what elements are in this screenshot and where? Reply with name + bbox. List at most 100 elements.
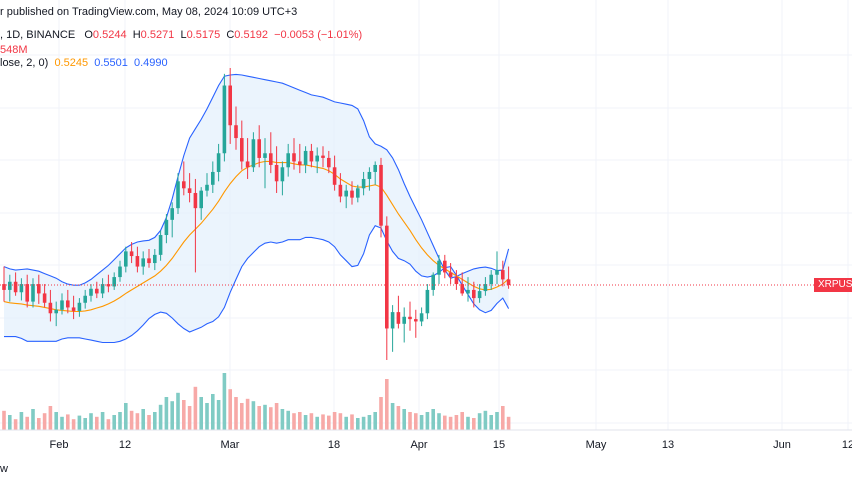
candle-body [37, 284, 41, 294]
volume-bar [147, 415, 151, 430]
volume-bar [106, 419, 111, 430]
volume-bar [141, 409, 145, 430]
volume-bar [472, 418, 476, 430]
candle-body [228, 85, 232, 126]
candle-body [315, 155, 319, 162]
x-tick-label: 15 [492, 439, 506, 451]
candle-body [19, 284, 24, 293]
candle-body [361, 178, 366, 189]
volume-bar [13, 419, 18, 430]
volume-bar [379, 397, 383, 430]
volume-bar [309, 413, 314, 430]
volume-bar [321, 414, 325, 430]
candle-body [147, 258, 151, 264]
volume-bar [280, 409, 285, 430]
volume-bar [222, 373, 227, 430]
volume-bar [199, 397, 203, 430]
candle-body [495, 270, 499, 275]
volume-bar [338, 413, 343, 430]
change-value: −0.0053 (−1.01%) [274, 29, 363, 41]
publish-info: r published on TradingView.com, May 08, … [0, 6, 298, 18]
volume-bar [390, 403, 395, 430]
volume-bar [234, 397, 238, 430]
candle-body [112, 277, 116, 287]
volume-bars [2, 373, 511, 430]
volume-bar [298, 412, 302, 430]
candle-body [135, 256, 140, 267]
candle-body [309, 150, 314, 162]
volume-bar [274, 403, 279, 430]
candle-body [321, 155, 325, 158]
candle-body [501, 270, 505, 280]
volume-bar [164, 397, 169, 430]
candle-body [379, 164, 383, 226]
volume-bar [414, 413, 418, 430]
volume-bar [71, 419, 76, 430]
volume-bar [251, 401, 256, 430]
volume-bar [48, 406, 53, 430]
candle-body [182, 181, 186, 189]
volume-bar [402, 409, 406, 430]
candle-body [385, 225, 389, 329]
low-value: 0.5175 [186, 29, 221, 41]
candle-body [118, 266, 122, 278]
volume-bar [170, 401, 174, 430]
candle-body [187, 188, 192, 193]
bb-upper-line [3, 73, 510, 286]
candle-body [338, 184, 343, 197]
candlesticks [2, 68, 511, 360]
volume-bar [66, 414, 70, 430]
candle-body [303, 150, 308, 165]
candle-body [176, 181, 180, 209]
open-value: 0.5244 [92, 29, 127, 41]
volume-bar [460, 412, 464, 430]
volume-bar [361, 416, 366, 430]
candle-body [66, 300, 70, 308]
candle-body [477, 291, 482, 299]
candle-body [71, 307, 76, 311]
volume-value: 548M [0, 44, 28, 56]
close-value: 0.5192 [234, 29, 268, 41]
candle-body [164, 219, 169, 236]
volume-bar [100, 412, 105, 430]
candle-body [60, 300, 64, 310]
candle-body [280, 167, 285, 182]
volume-bar [124, 403, 128, 430]
volume-bar [176, 392, 180, 430]
ohlc-line: , 1D, BINANCE O0.5244 H0.5271 L0.5175 C0… [0, 29, 362, 41]
volume-bar [506, 416, 511, 430]
volume-bar [286, 410, 290, 430]
x-tick-label: 13 [661, 439, 675, 451]
candle-body [8, 281, 12, 290]
x-tick-label: Jun [773, 439, 791, 451]
bb-basis-line [3, 160, 509, 313]
candle-body [402, 316, 406, 324]
volume-bar [245, 398, 250, 430]
x-tick-label: Apr [410, 439, 428, 451]
candle-body [344, 190, 348, 197]
volume-bar [356, 418, 360, 430]
volume-bar [187, 406, 192, 430]
volume-bar [466, 416, 470, 430]
high-value: 0.5271 [140, 29, 175, 41]
bb-lower-value: 0.4990 [134, 57, 168, 69]
volume-bar [495, 412, 499, 430]
volume-bar [292, 413, 296, 430]
volume-bar [54, 412, 58, 430]
volume-bar [135, 413, 140, 430]
volume-bar [228, 389, 232, 430]
candle-body [506, 279, 511, 286]
candle-body [472, 289, 476, 299]
volume-bar [327, 415, 331, 430]
volume-bar [448, 416, 453, 430]
open-label: O [84, 29, 93, 41]
candle-body [419, 313, 424, 322]
candle-body [222, 85, 227, 154]
candle-body [460, 284, 464, 294]
candle-body [483, 284, 488, 292]
candle-body [396, 312, 401, 324]
volume-bar [129, 410, 134, 430]
candle-body [431, 274, 435, 290]
volume-bar [77, 415, 82, 430]
